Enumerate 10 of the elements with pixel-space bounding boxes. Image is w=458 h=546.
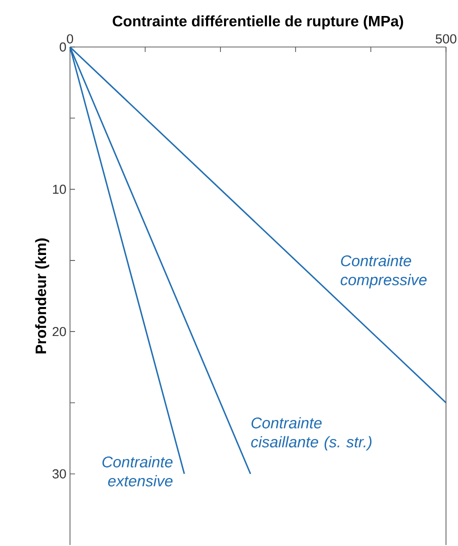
y-tick-label: 30 [52, 469, 66, 478]
x-tick-label: 500 [436, 34, 456, 44]
y-tick-label: 20 [52, 326, 66, 336]
y-tick-label: 10 [52, 184, 66, 194]
y-tick-label: 0 [60, 42, 66, 52]
y-axis-title: Profondeur (km) [35, 238, 50, 354]
x-axis-title: Contrainte différentielle de rupture (MPa) [112, 15, 404, 30]
series-label: Contrainte cisaillante (s. str.) [251, 417, 372, 451]
series-label: Contrainte compressive [340, 254, 427, 288]
series-label: Contrainte extensive [102, 456, 173, 486]
